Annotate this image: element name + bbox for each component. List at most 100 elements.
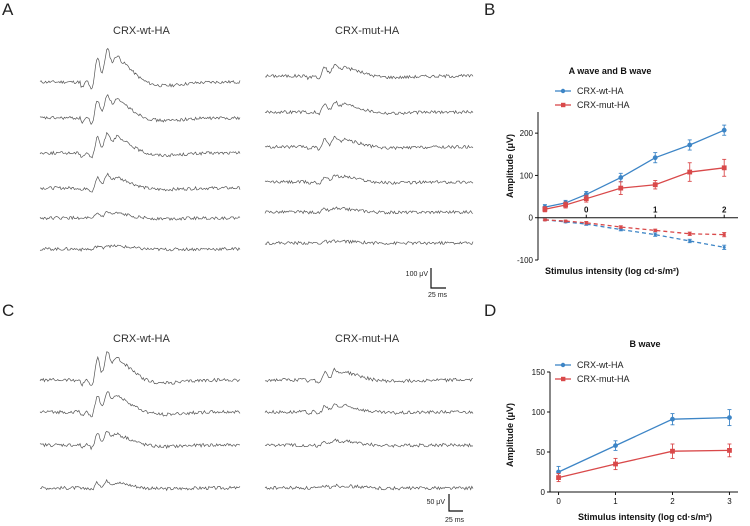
y-tick-label: 0	[541, 488, 546, 497]
chart-b-wave: B wave Stimulus intensity (log cd·s/m²) …	[505, 339, 738, 522]
data-point	[652, 155, 658, 161]
x-tick-label: 1	[653, 206, 658, 215]
legend-marker	[561, 376, 566, 382]
x-tick-label: 2	[722, 206, 727, 215]
data-point	[652, 182, 658, 188]
y-tick-label: 100	[532, 408, 546, 417]
scale-bar-bottom: 50 μV 25 ms	[427, 494, 465, 524]
y-tick-label: 0	[529, 214, 534, 223]
data-point	[722, 245, 726, 249]
data-point	[687, 142, 693, 148]
erg-bottom-wt-trace	[39, 351, 241, 387]
panel-letter-a: A	[2, 0, 14, 19]
legend-label: CRX-mut-HA	[577, 100, 630, 110]
erg-top-wt-trace	[39, 131, 241, 159]
x-tick-label: 1	[613, 497, 618, 506]
erg-top-mut-trace	[264, 206, 474, 215]
data-point	[583, 196, 589, 202]
data-point	[653, 233, 657, 237]
erg-top-mut-title: CRX-mut-HA	[335, 25, 400, 37]
scale-bar-bottom-amp: 50 μV	[427, 499, 446, 506]
data-point	[687, 169, 693, 175]
data-point	[613, 443, 618, 448]
erg-top-mut-trace	[264, 239, 474, 246]
legend-label: CRX-wt-HA	[577, 360, 624, 370]
data-point	[670, 448, 675, 454]
erg-top-mut-trace	[264, 100, 474, 116]
erg-bottom-mut-trace	[264, 403, 474, 415]
legend-marker	[561, 102, 566, 108]
data-point	[722, 233, 726, 237]
erg-top-mut-trace	[264, 174, 474, 185]
data-point	[653, 228, 657, 232]
data-point	[584, 221, 588, 225]
data-point	[721, 165, 727, 171]
chart-b-title: A wave and B wave	[569, 66, 652, 76]
series-line	[544, 129, 725, 208]
legend-marker	[560, 362, 566, 368]
data-point	[727, 415, 732, 420]
data-point	[556, 475, 561, 480]
erg-top-mut-trace	[264, 135, 474, 151]
y-tick-label: 100	[520, 171, 534, 180]
y-tick-label: 50	[536, 448, 545, 457]
erg-bottom-wt-trace	[39, 391, 241, 418]
chart-d-xlabel: Stimulus intensity (log cd·s/m²)	[578, 512, 712, 522]
legend-marker	[560, 88, 566, 94]
scale-bar-top-time: 25 ms	[428, 292, 448, 299]
data-point	[564, 219, 568, 223]
erg-top-mut-trace	[264, 63, 474, 81]
data-point	[613, 461, 618, 467]
erg-bottom-wt-title: CRX-wt-HA	[113, 333, 170, 345]
erg-traces	[39, 47, 474, 492]
data-point	[619, 225, 623, 229]
series-line	[544, 167, 725, 210]
erg-top-wt-title: CRX-wt-HA	[113, 25, 170, 37]
data-point	[688, 232, 692, 236]
data-point	[619, 228, 623, 232]
x-tick-label: 2	[670, 497, 675, 506]
erg-bottom-wt-trace	[40, 478, 241, 492]
erg-bottom-wt-trace	[39, 430, 241, 451]
scale-bar-bottom-lines	[448, 494, 463, 512]
panel-letter-b: B	[484, 0, 496, 19]
series-line	[558, 449, 730, 479]
data-point	[727, 448, 732, 453]
erg-bottom-mut-trace	[264, 367, 473, 384]
series-line	[544, 219, 725, 248]
y-tick-label: 150	[532, 368, 546, 377]
data-point	[543, 218, 547, 222]
panel-letter-c: C	[2, 301, 15, 320]
erg-bottom-mut-title: CRX-mut-HA	[335, 333, 400, 345]
scale-bar-top: 100 μV 25 ms	[406, 268, 448, 299]
legend-label: CRX-wt-HA	[577, 86, 624, 96]
chart-a-and-b-wave: A wave and B wave Stimulus intensity (lo…	[505, 66, 738, 276]
data-point	[618, 175, 624, 180]
erg-top-wt-trace	[39, 210, 241, 221]
series-line	[558, 416, 730, 473]
data-point	[542, 206, 548, 212]
legend-label: CRX-mut-HA	[577, 374, 630, 384]
y-tick-label: -100	[517, 256, 534, 265]
data-point	[721, 127, 727, 133]
panel-letter-d: D	[484, 301, 497, 320]
x-tick-label: 0	[556, 497, 561, 506]
scale-bar-top-lines	[430, 268, 446, 289]
chart-b-xlabel: Stimulus intensity (log cd·s/m²)	[545, 266, 679, 276]
chart-b-ylabel: Amplitude (μV)	[505, 134, 515, 198]
erg-top-wt-trace	[39, 47, 241, 90]
chart-d-title: B wave	[629, 339, 660, 349]
chart-d-ylabel: Amplitude (μV)	[505, 403, 515, 467]
scale-bar-bottom-time: 25 ms	[445, 517, 465, 524]
data-point	[670, 416, 675, 422]
erg-bottom-mut-trace	[264, 438, 474, 448]
data-point	[618, 185, 624, 191]
scale-bar-top-amp: 100 μV	[406, 271, 429, 278]
erg-top-wt-trace	[39, 244, 241, 252]
series-line	[544, 219, 725, 236]
erg-top-wt-trace	[39, 94, 241, 126]
data-point	[563, 202, 568, 208]
y-tick-label: 200	[520, 129, 534, 138]
data-point	[688, 239, 692, 243]
